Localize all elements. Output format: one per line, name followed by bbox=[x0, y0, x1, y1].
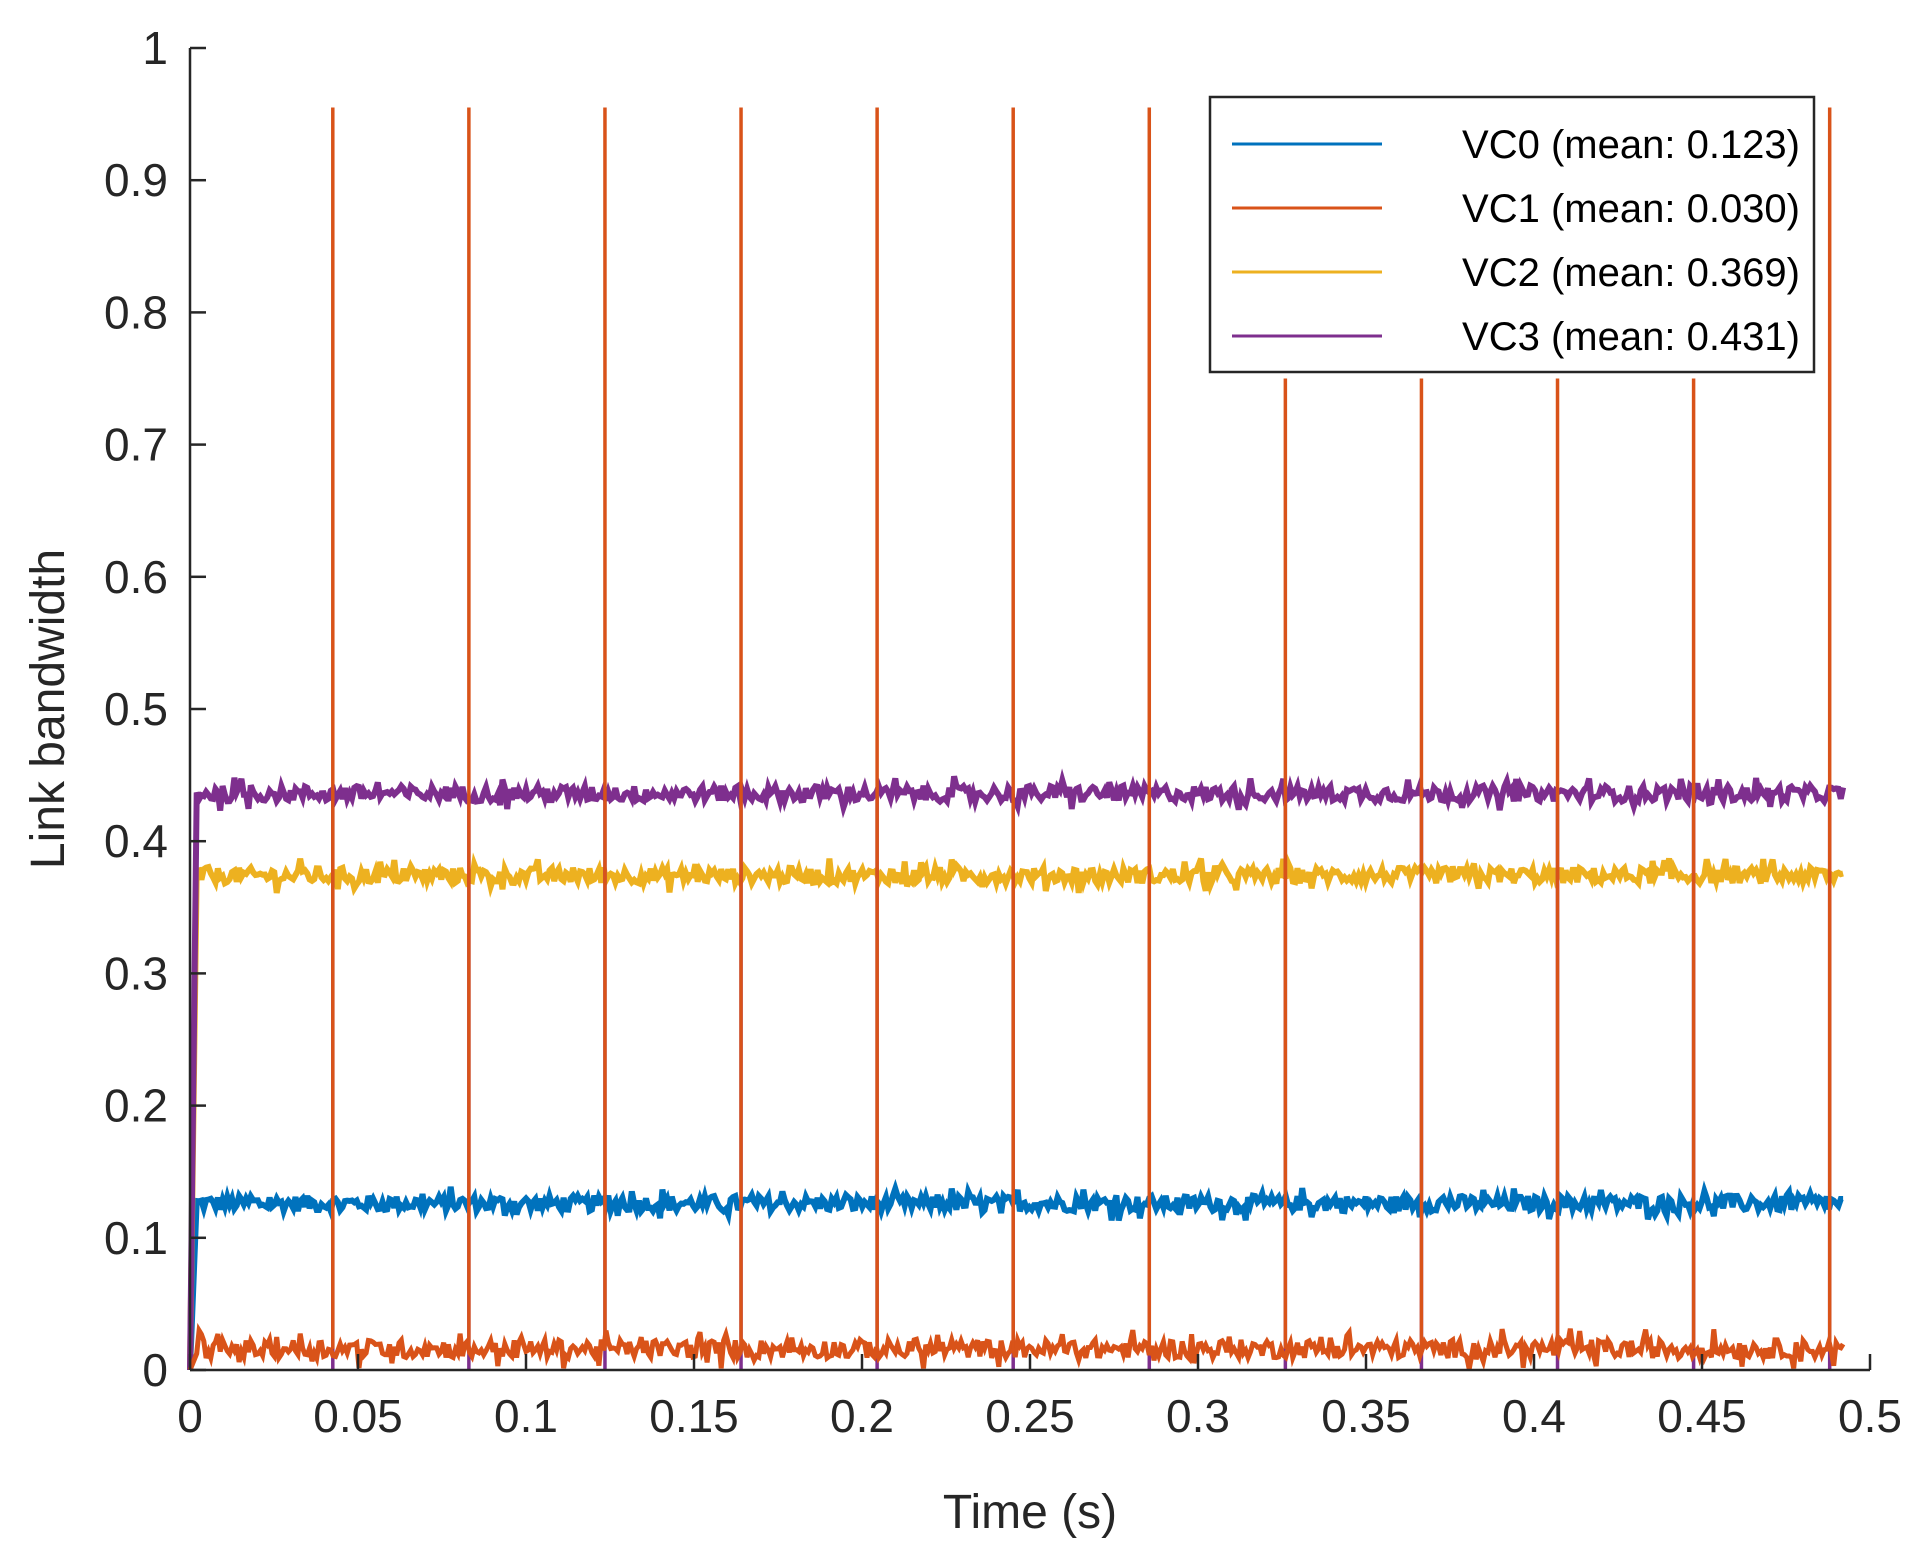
y-axis-title: Link bandwidth bbox=[22, 549, 75, 869]
x-tick-label: 0.1 bbox=[494, 1390, 558, 1442]
x-tick-label: 0 bbox=[177, 1390, 203, 1442]
y-tick-label: 0.8 bbox=[104, 286, 168, 338]
legend-label: VC3 (mean: 0.431) bbox=[1462, 315, 1800, 359]
legend-items: VC0 (mean: 0.123) VC1 (mean: 0.030) VC2 (m… bbox=[1232, 123, 1800, 359]
x-tick-label: 0.05 bbox=[313, 1390, 403, 1442]
x-axis-title: Time (s) bbox=[943, 1486, 1117, 1539]
x-tick-label: 0.5 bbox=[1838, 1390, 1902, 1442]
x-tick-label: 0.3 bbox=[1166, 1390, 1230, 1442]
y-tick-label: 0 bbox=[142, 1344, 168, 1396]
y-ticks: 0 0.1 0.2 0.3 0.4 0.5 0.6 0.7 0.8 0.9 1 bbox=[104, 22, 206, 1396]
x-ticks: 0 0.05 0.1 0.15 0.2 0.25 0.3 0.35 0.4 0.45 0.5 bbox=[177, 1354, 1902, 1442]
series-line-vc1 bbox=[187, 1322, 1846, 1371]
y-tick-label: 0.3 bbox=[104, 947, 168, 999]
series-layer bbox=[187, 107, 1847, 1371]
legend-entry-vc3: VC3 (mean: 0.431) bbox=[1232, 315, 1800, 359]
y-tick-label: 0.4 bbox=[104, 815, 168, 867]
legend-entry-vc1: VC1 (mean: 0.030) bbox=[1232, 187, 1800, 231]
legend-label: VC1 (mean: 0.030) bbox=[1462, 187, 1800, 231]
series-vc1 bbox=[187, 107, 1846, 1371]
legend-label: VC2 (mean: 0.369) bbox=[1462, 251, 1800, 295]
x-tick-label: 0.45 bbox=[1657, 1390, 1747, 1442]
x-tick-label: 0.15 bbox=[649, 1390, 739, 1442]
legend: VC0 (mean: 0.123) VC1 (mean: 0.030) VC2 (m… bbox=[1208, 95, 1816, 374]
legend-label: VC0 (mean: 0.123) bbox=[1462, 123, 1800, 167]
x-tick-label: 0.4 bbox=[1502, 1390, 1566, 1442]
y-tick-label: 0.1 bbox=[104, 1212, 168, 1264]
legend-entry-vc0: VC0 (mean: 0.123) bbox=[1232, 123, 1800, 167]
x-tick-label: 0.25 bbox=[985, 1390, 1075, 1442]
y-tick-label: 0.5 bbox=[104, 683, 168, 735]
y-tick-label: 0.2 bbox=[104, 1080, 168, 1132]
x-tick-label: 0.35 bbox=[1321, 1390, 1411, 1442]
legend-entry-vc2: VC2 (mean: 0.369) bbox=[1232, 251, 1800, 295]
x-tick-label: 0.2 bbox=[830, 1390, 894, 1442]
y-tick-label: 0.6 bbox=[104, 551, 168, 603]
y-tick-label: 0.7 bbox=[104, 419, 168, 471]
y-tick-label: 1 bbox=[142, 22, 168, 74]
y-tick-label: 0.9 bbox=[104, 154, 168, 206]
